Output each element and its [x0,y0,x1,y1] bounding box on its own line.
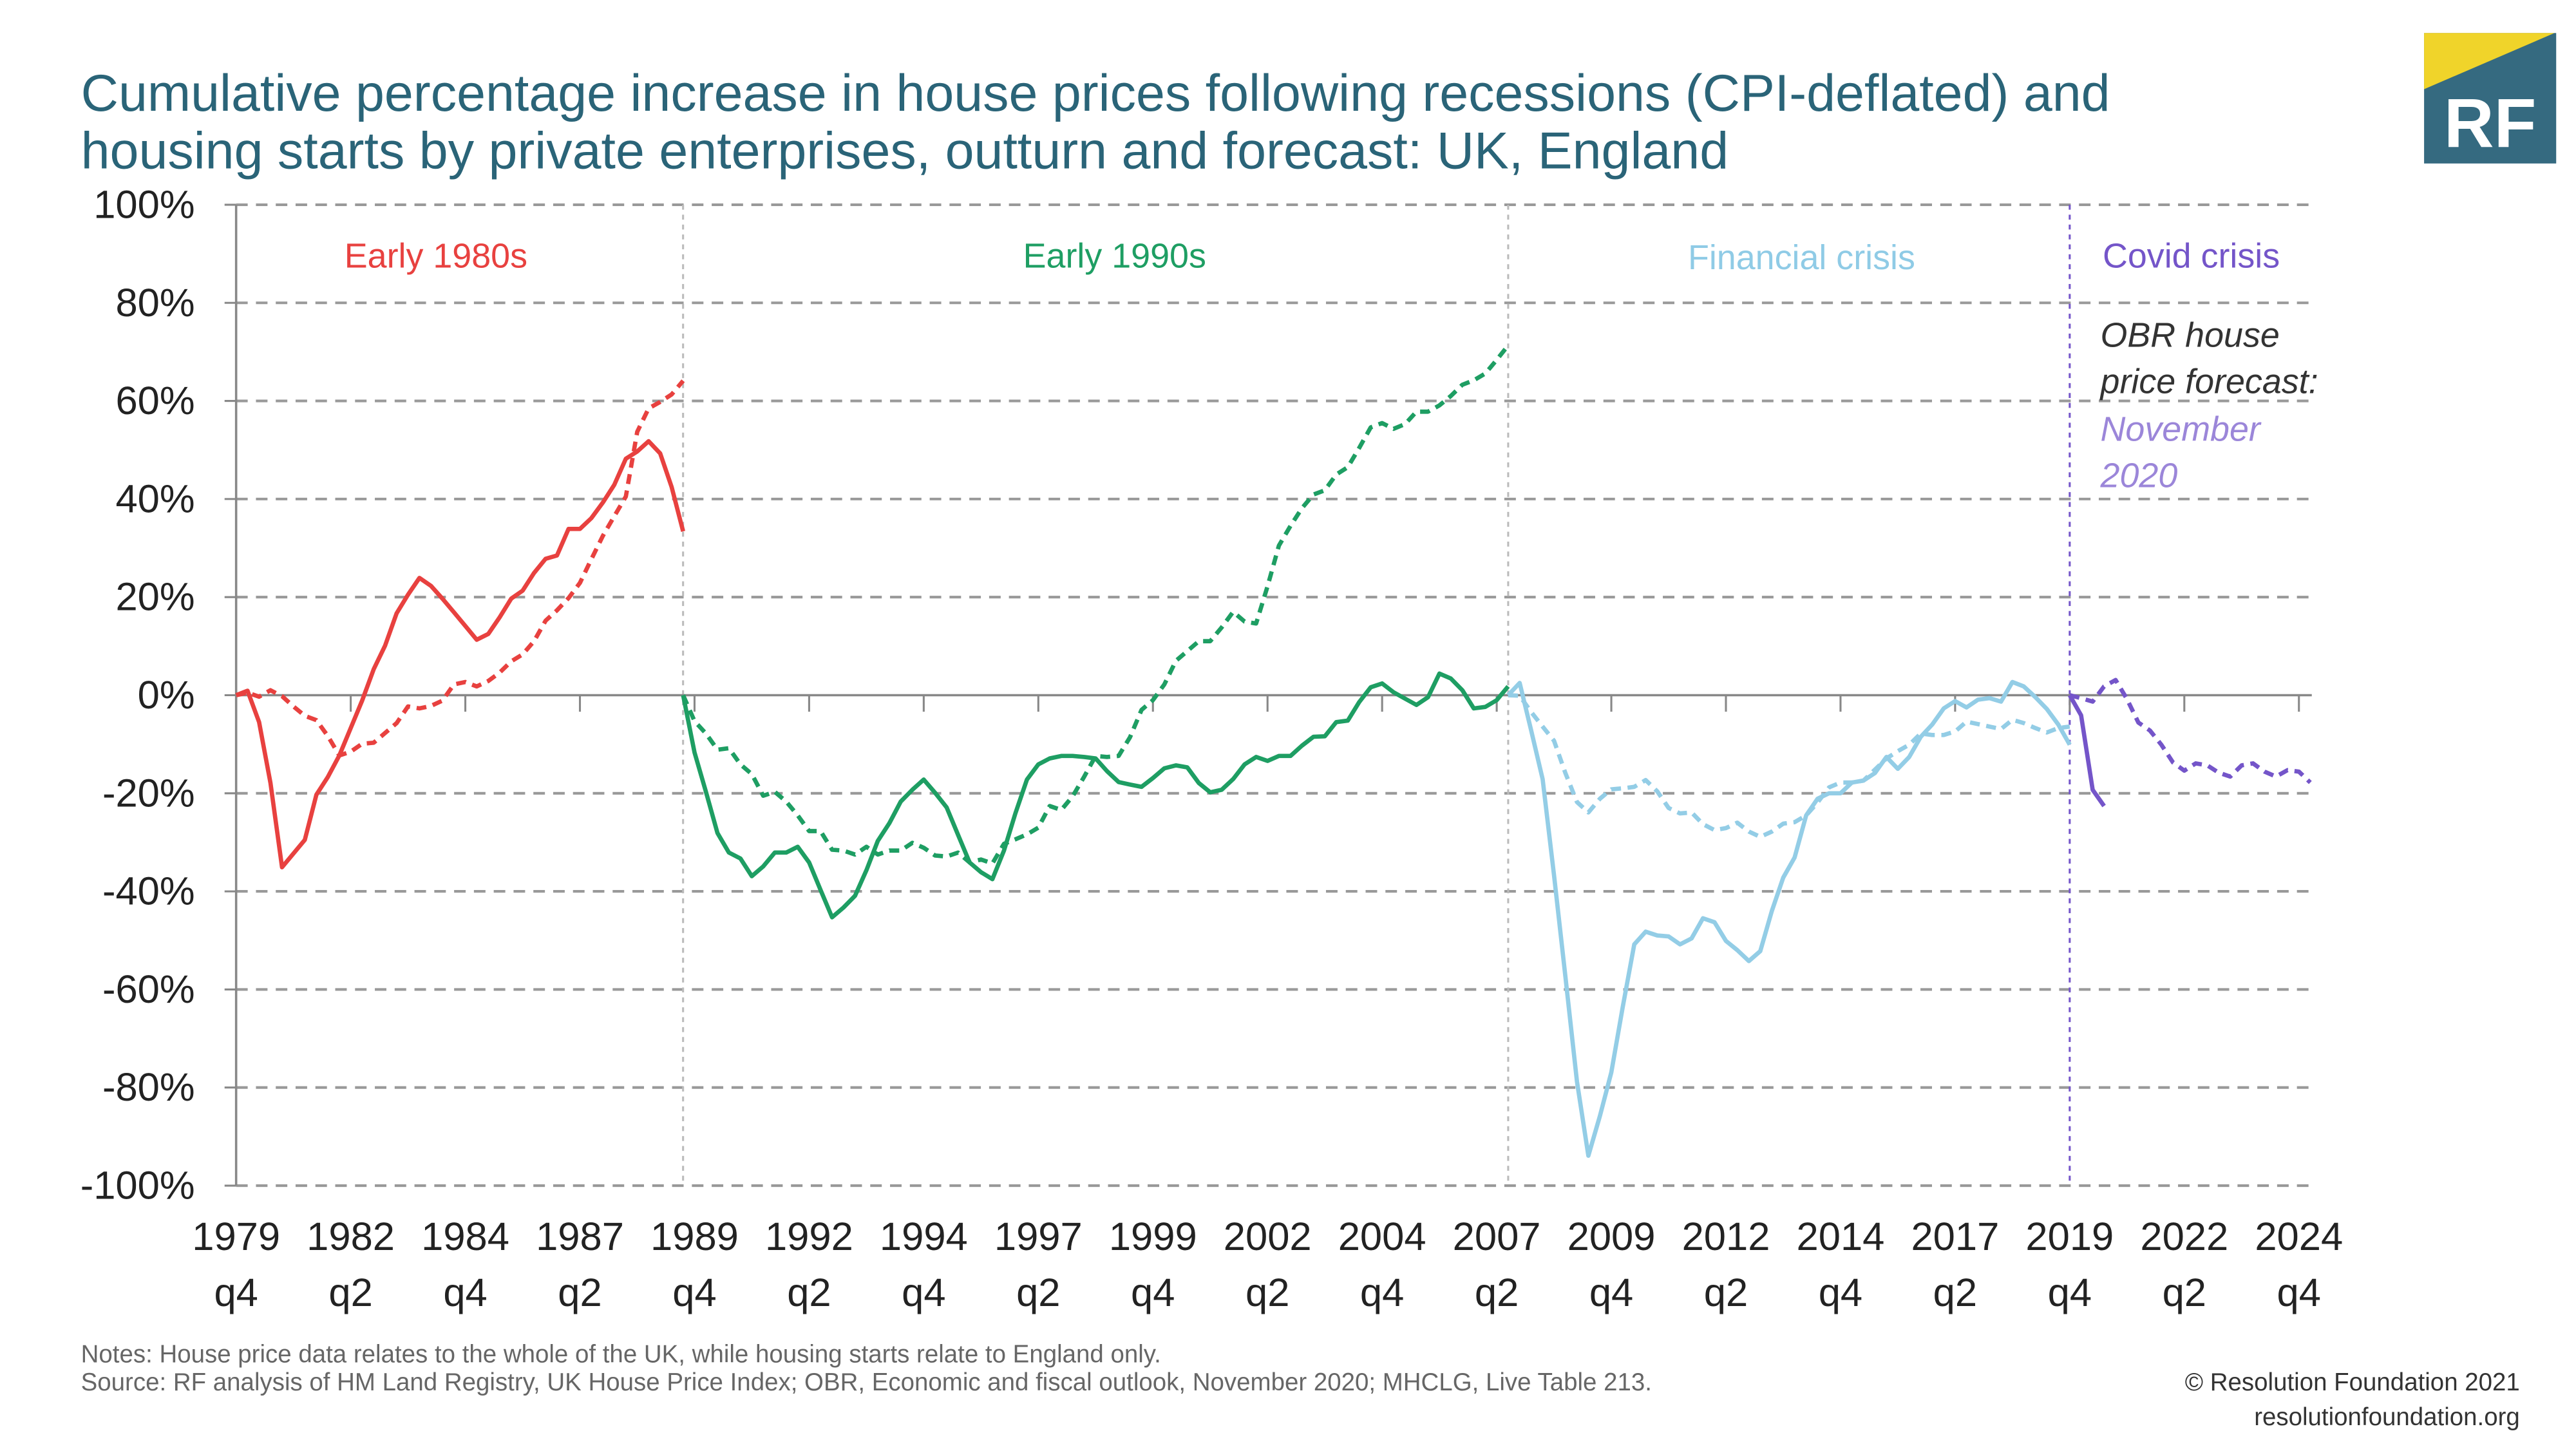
x-tick-quarter: q4 [1360,1271,1404,1315]
x-tick-quarter: q2 [1933,1271,1977,1315]
footer-copyright: © Resolution Foundation 2021 [2185,1368,2520,1396]
x-tick-year: 2007 [1453,1215,1541,1259]
x-tick-year: 2002 [1224,1215,1312,1259]
gridlines [236,203,2312,1188]
x-tick-quarter: q4 [214,1271,258,1315]
x-tick-year: 1989 [650,1215,739,1259]
y-tick-label: -100% [80,1164,195,1208]
series-line-4-solid [1506,679,2072,1158]
x-tick-year: 1987 [536,1215,624,1259]
y-tick-label: -40% [102,869,195,914]
forecast-note-month: November [2101,410,2262,449]
x-tick-quarter: q4 [443,1271,487,1315]
rf-logo: RF [2424,33,2557,164]
forecast-note-line-1: OBR house [2101,316,2280,354]
series-line-7-dashed [2069,677,2312,784]
x-tick-year: 1994 [880,1215,968,1259]
logo-accent [2424,33,2555,90]
y-tick-label: -60% [102,967,195,1012]
y-tick-label: 80% [115,281,194,325]
footer-website[interactable]: resolutionfoundation.org [2254,1403,2520,1431]
y-tick-label: 20% [115,575,194,620]
forecast-note-line-2: price forecast: [2099,362,2318,401]
annotation-early-1990s: Early 1990s [1023,236,1206,275]
logo-text: RF [2444,84,2537,162]
x-tick-quarter: q2 [2163,1271,2206,1315]
annotation-early-1980s: Early 1980s [345,236,527,275]
annotation-financial-crisis: Financial crisis [1688,238,1915,277]
x-tick-year: 1999 [1109,1215,1197,1259]
annotation-covid-crisis: Covid crisis [2103,236,2280,275]
x-tick-quarter: q4 [1131,1271,1175,1315]
x-tick-year: 1982 [307,1215,395,1259]
x-tick-year: 2024 [2255,1215,2343,1259]
x-tick-quarter: q2 [1016,1271,1060,1315]
x-tick-year: 2022 [2140,1215,2228,1259]
series-line-6-solid [2067,694,2106,808]
series-line-5-dashed [1508,693,2070,839]
y-tick-label: 60% [115,379,194,423]
x-tick-year: 1979 [192,1215,280,1259]
axes [234,204,2312,1186]
x-tick-quarter: q4 [1819,1271,1862,1315]
x-tick-quarter: q4 [1589,1271,1633,1315]
x-tick-quarter: q2 [558,1271,601,1315]
y-tick-label: 0% [138,673,195,717]
x-tick-year: 1997 [994,1215,1083,1259]
series-line-1-dashed [235,379,685,758]
y-tick-label: 100% [93,182,194,227]
y-tick-label: -80% [102,1065,195,1110]
footer-source: Source: RF analysis of HM Land Registry,… [81,1368,1652,1396]
x-tick-year: 2019 [2025,1215,2114,1259]
series-line-3-dashed [681,344,1510,866]
series-line-0-solid [235,439,685,870]
forecast-note-year: 2020 [2100,456,2178,495]
series-lines [235,344,2312,1158]
x-tick-year: 2012 [1682,1215,1770,1259]
y-tick-label: -20% [102,771,195,815]
x-tick-year: 2004 [1338,1215,1426,1259]
x-axis-ticks: 1979 q4 1982 q2 1984 q4 1987 q2 1989 q4 1992 q2 1994… [192,695,2343,1315]
x-tick-quarter: q4 [2048,1271,2092,1315]
x-tick-year: 1984 [421,1215,509,1259]
x-tick-quarter: q2 [328,1271,372,1315]
x-tick-quarter: q4 [2277,1271,2321,1315]
x-tick-quarter: q2 [1704,1271,1748,1315]
x-tick-year: 2017 [1911,1215,1999,1259]
x-tick-quarter: q4 [902,1271,945,1315]
chart-title-line-1: Cumulative percentage increase in house … [81,64,2110,122]
x-tick-quarter: q4 [672,1271,716,1315]
footer-notes: Notes: House price data relates to the w… [81,1340,1161,1368]
x-tick-year: 2009 [1567,1215,1656,1259]
x-tick-quarter: q2 [787,1271,831,1315]
x-tick-quarter: q2 [1475,1271,1519,1315]
y-axis-ticks: 100% 80% 60% 40% 20% 0% -20% -40% -60% -80% -100% [80,182,236,1208]
x-tick-year: 2014 [1797,1215,1885,1259]
x-tick-year: 1992 [765,1215,853,1259]
y-tick-label: 40% [115,477,194,521]
series-line-2-solid [681,671,1510,920]
chart-title-line-2: housing starts by private enterprises, o… [81,122,1728,180]
x-tick-quarter: q2 [1245,1271,1289,1315]
